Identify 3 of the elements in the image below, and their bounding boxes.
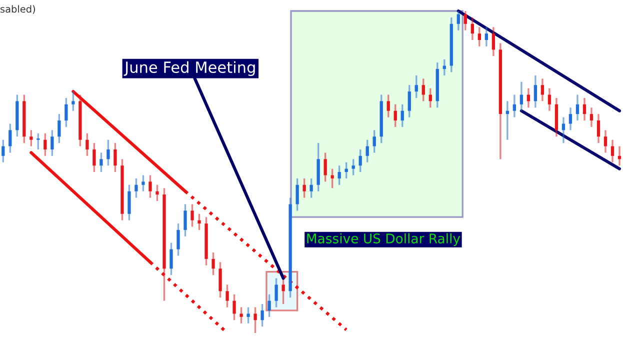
annotation: June Fed Meeting	[124, 61, 255, 76]
annotation: Massive US Dollar Rally	[307, 233, 460, 246]
annotation: sabled)	[0, 5, 36, 14]
